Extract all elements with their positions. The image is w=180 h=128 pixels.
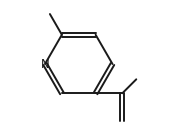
Text: N: N bbox=[41, 57, 49, 71]
